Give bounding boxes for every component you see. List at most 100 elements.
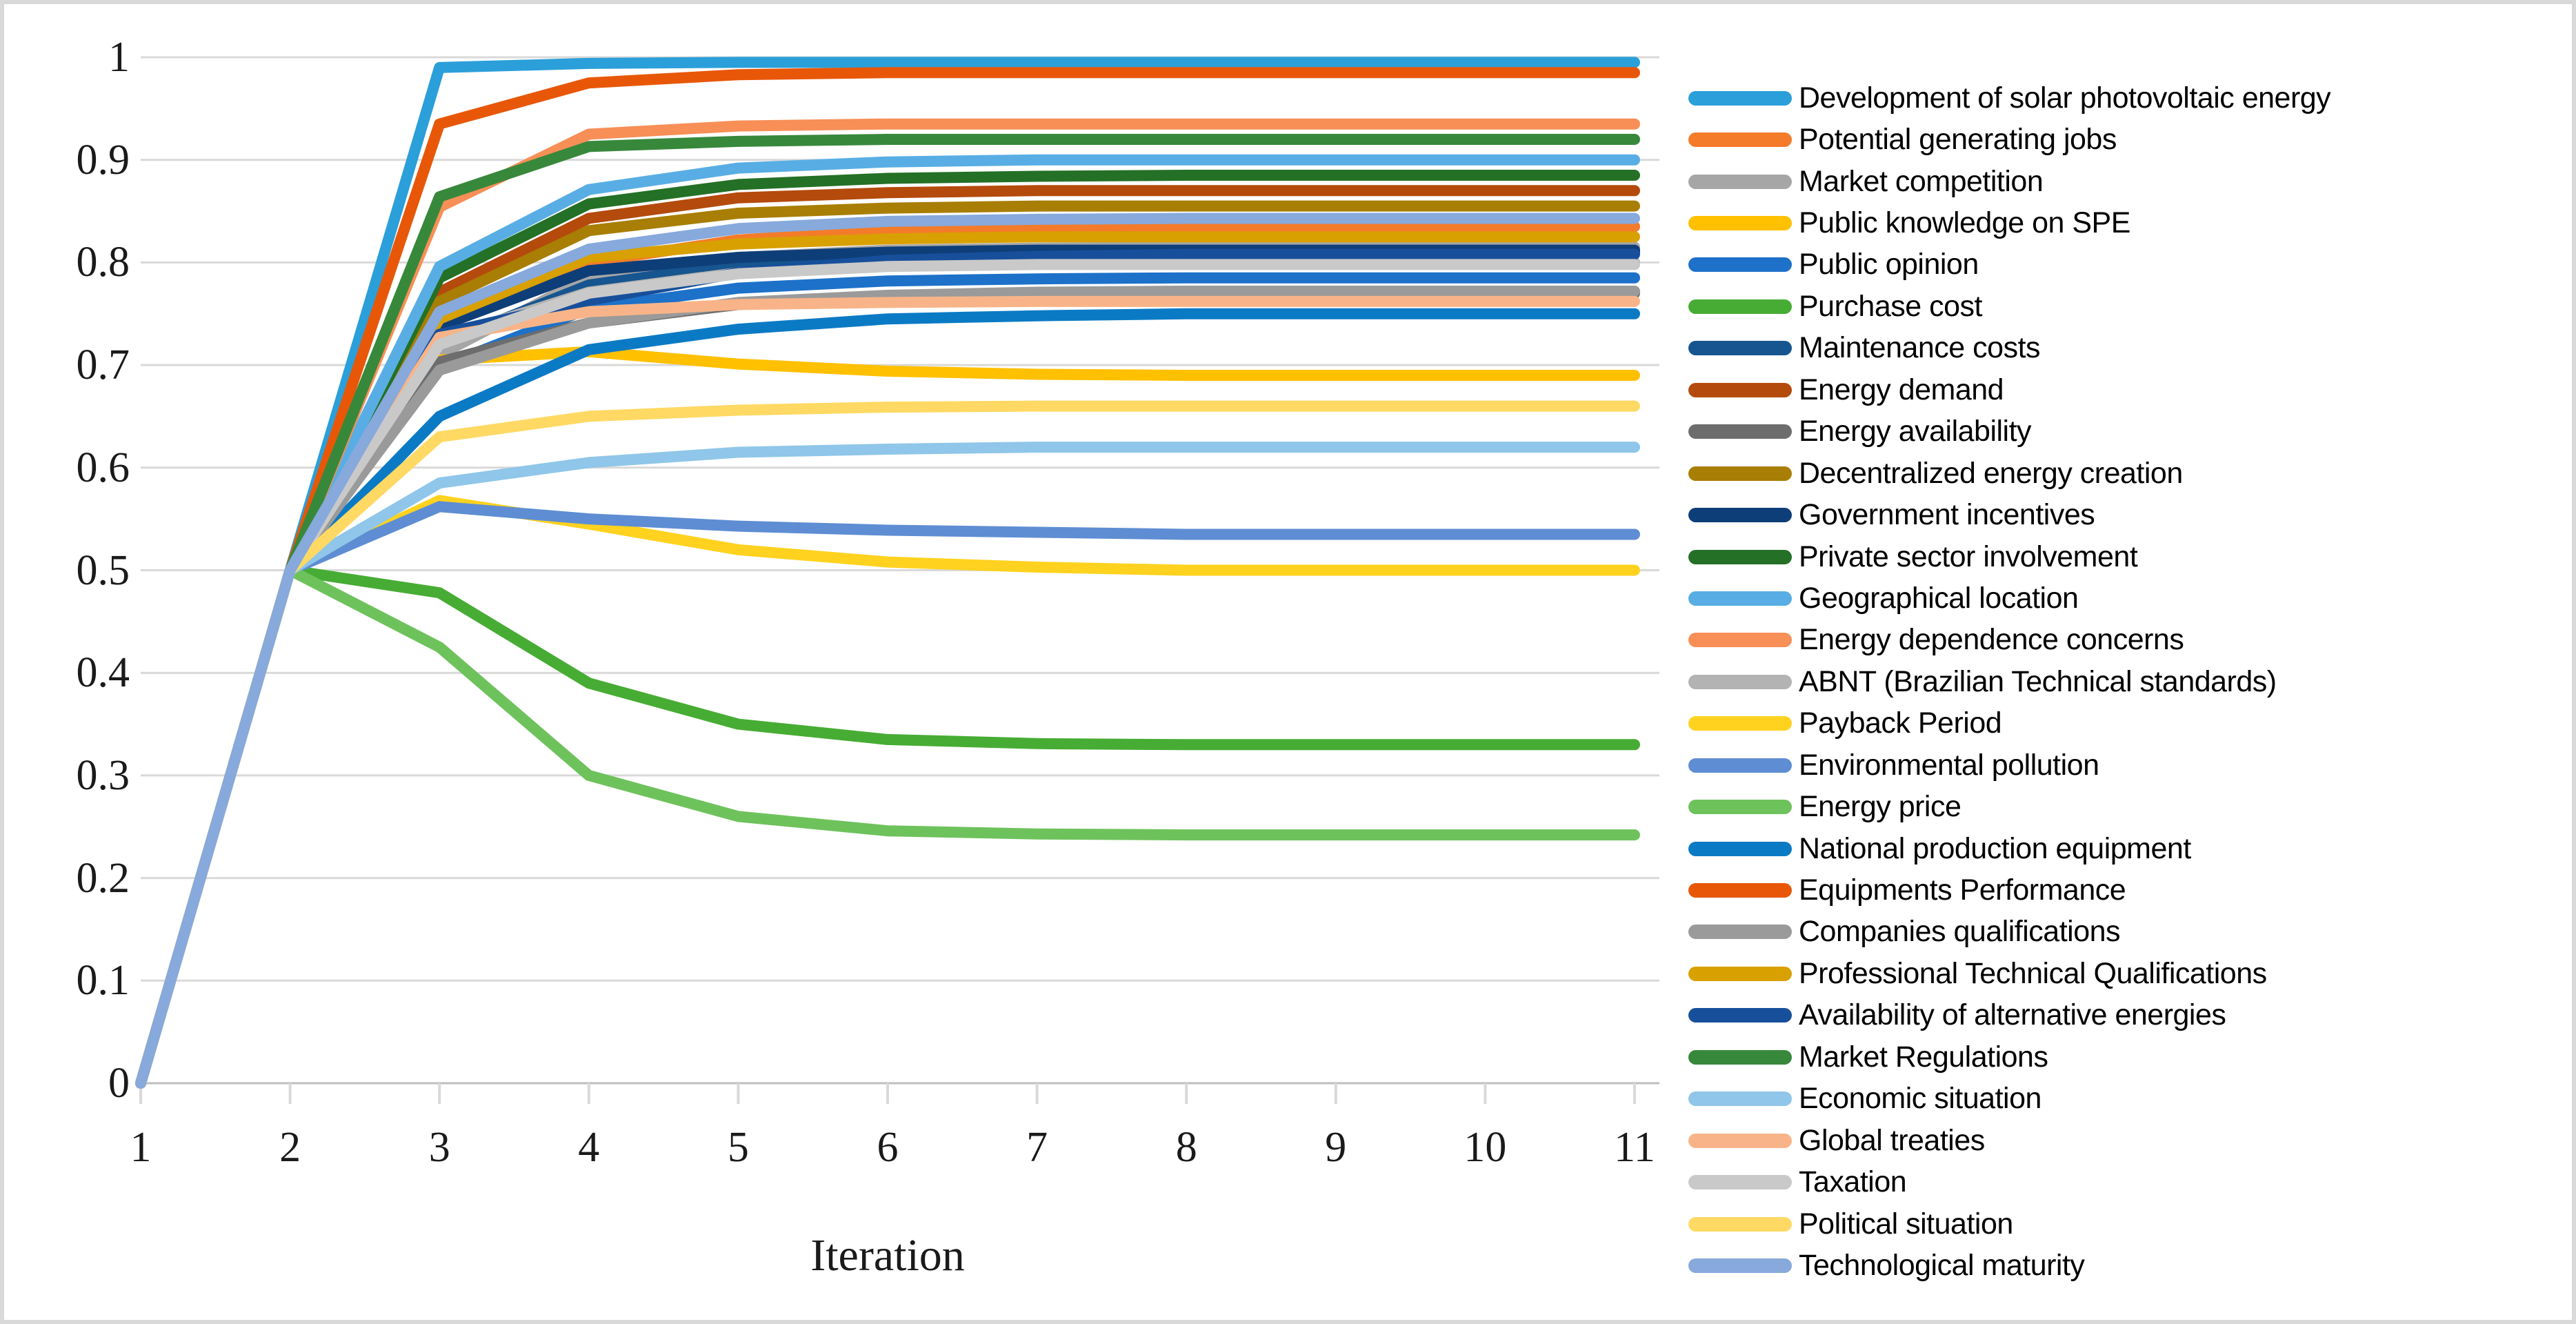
legend-label: Development of solar photovoltaic energy bbox=[1799, 81, 2331, 115]
legend-item: Geographical location bbox=[1688, 577, 2330, 619]
y-tick-label: 0.6 bbox=[76, 444, 130, 491]
legend-item: Availability of alternative energies bbox=[1688, 995, 2330, 1036]
x-tick-label: 1 bbox=[130, 1124, 152, 1171]
legend-item: Energy availability bbox=[1688, 411, 2330, 453]
legend-swatch-icon bbox=[1688, 925, 1792, 940]
legend-item: Economic situation bbox=[1688, 1078, 2330, 1120]
legend-item: Market Regulations bbox=[1688, 1036, 2330, 1078]
series-line bbox=[135, 501, 1640, 1089]
legend-swatch-icon bbox=[1688, 382, 1792, 397]
legend-item: Potential generating jobs bbox=[1688, 119, 2330, 160]
legend-label: Professional Technical Qualifications bbox=[1799, 956, 2267, 990]
x-tick-label: 4 bbox=[578, 1124, 600, 1171]
legend-label: Environmental pollution bbox=[1799, 748, 2099, 782]
legend-swatch-icon bbox=[1688, 90, 1792, 106]
legend-label: Energy price bbox=[1799, 790, 1961, 824]
x-tick-label: 10 bbox=[1464, 1124, 1507, 1171]
series-line bbox=[135, 286, 1640, 1089]
legend-swatch-icon bbox=[1688, 1049, 1792, 1065]
legend-item: Development of solar photovoltaic energy bbox=[1688, 77, 2331, 119]
series-line bbox=[135, 308, 1640, 1089]
legend-item: Technological maturity bbox=[1688, 1245, 2330, 1286]
legend-swatch-icon bbox=[1688, 1133, 1792, 1148]
series-line bbox=[135, 154, 1640, 1089]
legend-label: Energy dependence concerns bbox=[1799, 623, 2184, 657]
x-tick-label: 6 bbox=[877, 1124, 899, 1171]
legend-item: Payback Period bbox=[1688, 703, 2330, 744]
y-tick-label: 1 bbox=[108, 34, 130, 81]
legend-item: ABNT (Brazilian Technical standards) bbox=[1688, 661, 2330, 702]
legend-item: Professional Technical Qualifications bbox=[1688, 953, 2330, 994]
legend-swatch-icon bbox=[1688, 508, 1792, 523]
legend-label: Energy availability bbox=[1799, 415, 2032, 448]
legend-swatch-icon bbox=[1688, 424, 1792, 439]
legend-item: Decentralized energy creation bbox=[1688, 453, 2330, 494]
legend-swatch-icon bbox=[1688, 716, 1792, 731]
legend-swatch-icon bbox=[1688, 591, 1792, 606]
series-line bbox=[135, 213, 1640, 1089]
legend-item: Taxation bbox=[1688, 1161, 2330, 1203]
legend-label: Potential generating jobs bbox=[1799, 123, 2117, 157]
legend-label: Market competition bbox=[1799, 164, 2044, 198]
legend-item: Political situation bbox=[1688, 1203, 2330, 1245]
y-tick-label: 0.8 bbox=[76, 239, 130, 286]
x-tick-label: 11 bbox=[1614, 1124, 1655, 1171]
legend-item: Public knowledge on SPE bbox=[1688, 202, 2330, 244]
legend-item: Companies qualifications bbox=[1688, 911, 2330, 953]
legend-label: Global treaties bbox=[1799, 1123, 1985, 1157]
series-line bbox=[135, 495, 1640, 1089]
legend-swatch-icon bbox=[1688, 841, 1792, 856]
legend-label: Taxation bbox=[1799, 1165, 1907, 1199]
legend-item: Energy price bbox=[1688, 786, 2330, 827]
legend-swatch-icon bbox=[1688, 341, 1792, 356]
series-line bbox=[135, 67, 1640, 1089]
legend-swatch-icon bbox=[1688, 800, 1792, 815]
legend-item: Environmental pollution bbox=[1688, 744, 2330, 786]
series-line bbox=[135, 564, 1640, 1089]
legend-swatch-icon bbox=[1688, 132, 1792, 148]
legend-item: Maintenance costs bbox=[1688, 328, 2330, 369]
legend-swatch-icon bbox=[1688, 1175, 1792, 1190]
legend-label: Private sector involvement bbox=[1799, 540, 2138, 573]
legend-label: Companies qualifications bbox=[1799, 915, 2121, 949]
legend-swatch-icon bbox=[1688, 633, 1792, 648]
legend-label: Political situation bbox=[1799, 1207, 2013, 1241]
series-line bbox=[135, 57, 1640, 1089]
legend-label: Availability of alternative energies bbox=[1799, 998, 2226, 1032]
legend-swatch-icon bbox=[1688, 1258, 1792, 1273]
legend-swatch-icon bbox=[1688, 466, 1792, 481]
legend-item: National production equipment bbox=[1688, 828, 2330, 869]
legend-swatch-icon bbox=[1688, 883, 1792, 898]
legend-item: Global treaties bbox=[1688, 1120, 2330, 1161]
y-tick-label: 0.4 bbox=[76, 649, 130, 697]
legend-swatch-icon bbox=[1688, 216, 1792, 231]
legend-item: Public opinion bbox=[1688, 244, 2330, 286]
y-tick-label: 0.7 bbox=[76, 342, 130, 389]
legend-label: Public knowledge on SPE bbox=[1799, 206, 2130, 240]
legend-item: Purchase cost bbox=[1688, 286, 2330, 327]
y-tick-label: 0.5 bbox=[76, 546, 130, 594]
y-tick-label: 0.1 bbox=[76, 957, 130, 1005]
legend-swatch-icon bbox=[1688, 299, 1792, 314]
legend-label: Economic situation bbox=[1799, 1082, 2041, 1116]
legend-item: Energy demand bbox=[1688, 369, 2330, 411]
y-tick-label: 0 bbox=[108, 1060, 130, 1107]
legend-swatch-icon bbox=[1688, 1091, 1792, 1107]
series-line bbox=[135, 564, 1640, 1089]
series-line bbox=[135, 442, 1640, 1089]
x-tick-label: 7 bbox=[1026, 1124, 1048, 1171]
legend-label: National production equipment bbox=[1799, 831, 2191, 865]
legend-label: Technological maturity bbox=[1799, 1248, 2085, 1282]
legend-swatch-icon bbox=[1688, 549, 1792, 564]
legend-label: Decentralized energy creation bbox=[1799, 456, 2183, 490]
x-tick-label: 5 bbox=[727, 1124, 749, 1171]
legend-label: Equipments Performance bbox=[1799, 873, 2126, 907]
legend-label: Maintenance costs bbox=[1799, 331, 2041, 365]
x-tick-label: 3 bbox=[428, 1124, 450, 1171]
series-line bbox=[135, 259, 1640, 1089]
legend-swatch-icon bbox=[1688, 1216, 1792, 1232]
legend-label: Payback Period bbox=[1799, 707, 2002, 740]
legend-label: Market Regulations bbox=[1799, 1040, 2048, 1074]
legend-swatch-icon bbox=[1688, 966, 1792, 981]
